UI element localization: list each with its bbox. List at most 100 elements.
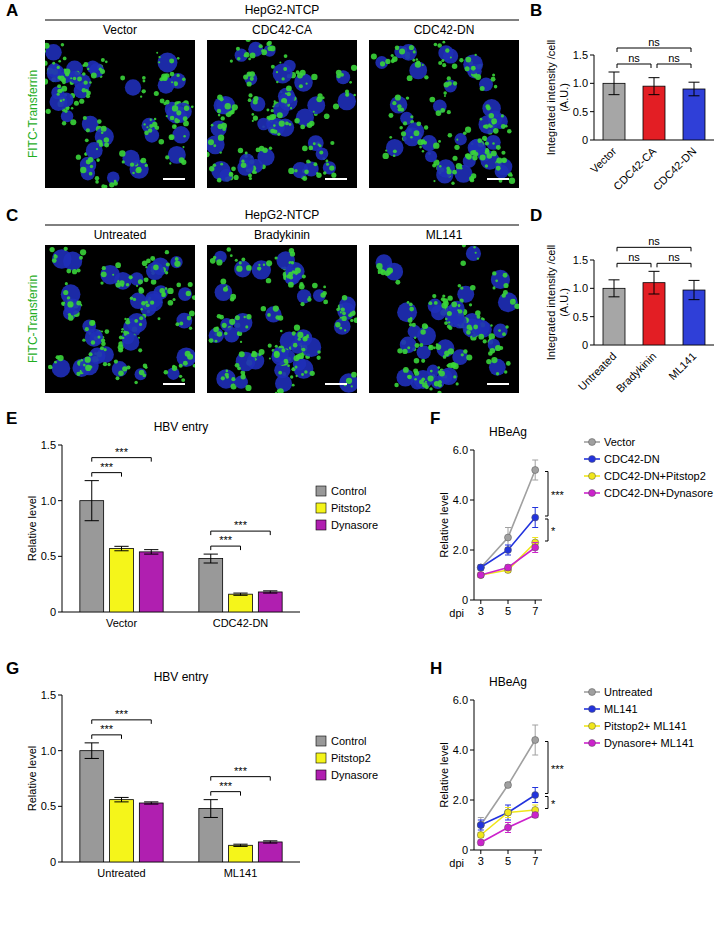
speckle — [437, 391, 441, 393]
speckle — [477, 138, 482, 143]
speckle — [279, 62, 281, 64]
speckle — [501, 114, 504, 117]
speckle — [142, 76, 146, 80]
error-bar — [505, 545, 511, 555]
speckle — [82, 338, 85, 341]
nucleus — [466, 246, 481, 261]
speckle — [61, 43, 64, 46]
speckle — [266, 278, 271, 283]
error-bar — [144, 802, 158, 804]
header-line — [45, 20, 519, 21]
y-tick — [58, 695, 62, 696]
image-label: CDC42-CA — [252, 23, 312, 37]
legend-marker — [589, 439, 596, 446]
error-bar — [532, 788, 538, 803]
speckle — [342, 311, 346, 315]
nucleus — [468, 140, 485, 157]
speckle — [301, 348, 305, 352]
nucleus — [323, 161, 336, 174]
marker — [532, 544, 539, 551]
nucleus — [271, 348, 288, 365]
speckle — [299, 284, 305, 290]
y-tick-label: 0 — [582, 134, 588, 146]
speckle — [269, 358, 271, 360]
speckle — [320, 292, 325, 297]
speckle — [221, 376, 225, 380]
speckle — [122, 337, 124, 339]
speckle — [121, 328, 124, 331]
speckle — [119, 280, 124, 285]
speckle — [302, 176, 307, 181]
speckle — [353, 94, 356, 97]
error-bar — [478, 833, 484, 838]
micrograph-content — [45, 43, 194, 188]
speckle — [384, 270, 390, 276]
speckle — [276, 71, 278, 73]
speckle — [279, 121, 285, 127]
error-bar — [204, 554, 218, 563]
error-bar — [263, 841, 277, 843]
speckle — [245, 385, 251, 391]
speckle — [56, 355, 60, 359]
error-bar — [478, 565, 484, 570]
speckle — [287, 364, 290, 367]
speckle — [67, 301, 73, 307]
speckle — [85, 327, 89, 331]
legend-marker — [589, 490, 596, 497]
nucleus — [276, 119, 294, 137]
speckle — [143, 80, 146, 83]
y-axis-title: Integrated intensity /cell(A.U.) — [545, 245, 570, 361]
speckle — [141, 158, 147, 164]
micrograph-content — [371, 41, 515, 185]
speckle — [447, 364, 450, 367]
bar — [110, 800, 134, 862]
speckle — [136, 285, 138, 287]
speckle — [268, 344, 272, 348]
speckle — [300, 124, 305, 129]
speckle — [63, 290, 68, 295]
micrograph-content — [376, 245, 519, 393]
scale-bar — [325, 383, 347, 385]
speckle — [482, 136, 487, 141]
y-axis-title-line: Integrated intensity /cell — [545, 40, 557, 156]
nucleus — [444, 79, 457, 92]
speckle — [72, 269, 77, 274]
speckle — [280, 330, 283, 333]
scale-bar — [487, 178, 509, 180]
channel-label: FITC-Transferrin — [26, 70, 40, 158]
nucleus — [438, 45, 453, 60]
speckle — [409, 323, 412, 326]
speckle — [281, 77, 284, 80]
nucleus — [339, 297, 355, 313]
speckle — [263, 264, 265, 266]
speckle — [439, 165, 441, 167]
speckle — [312, 283, 318, 289]
speckle — [486, 106, 490, 110]
series-line — [481, 543, 535, 576]
speckle — [172, 105, 178, 111]
y-tick-label: 2.0 — [453, 794, 468, 806]
significance-label: *** — [115, 446, 129, 458]
significance-label: ns — [668, 251, 680, 263]
speckle — [114, 359, 118, 363]
marker — [477, 822, 484, 829]
speckle — [346, 378, 352, 384]
speckle — [403, 367, 409, 373]
scale-bar — [325, 178, 347, 180]
speckle — [309, 121, 314, 126]
speckle — [292, 384, 295, 387]
y-tick — [470, 550, 474, 551]
speckle — [316, 96, 322, 102]
speckle — [425, 325, 429, 329]
speckle — [482, 318, 484, 320]
error-bar — [478, 565, 484, 570]
speckle — [465, 127, 471, 133]
bar — [229, 845, 253, 862]
speckle — [429, 387, 432, 390]
nucleus — [463, 54, 483, 74]
speckle — [90, 165, 93, 168]
speckle — [189, 327, 192, 330]
speckle — [503, 290, 508, 295]
speckle — [351, 65, 357, 71]
speckle — [458, 309, 462, 313]
